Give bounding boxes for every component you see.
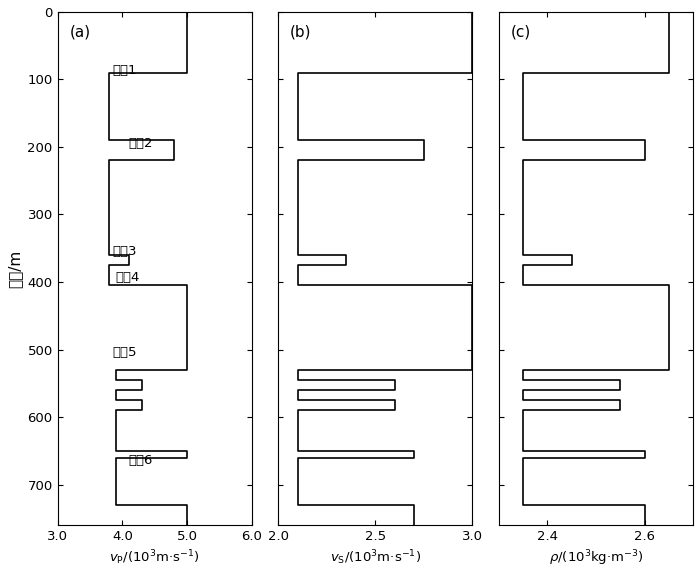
Text: (a): (a) [69,25,90,40]
X-axis label: $\rho$/(10$^{3}$kg·m$^{-3}$): $\rho$/(10$^{3}$kg·m$^{-3}$) [549,549,643,568]
X-axis label: $v_{\mathrm{S}}$/(10$^{3}$m·s$^{-1}$): $v_{\mathrm{S}}$/(10$^{3}$m·s$^{-1}$) [330,549,421,567]
Text: (b): (b) [290,25,312,40]
Text: 界面5: 界面5 [113,346,137,359]
Text: 界面1: 界面1 [113,64,137,77]
Text: (c): (c) [510,25,531,40]
Text: 界面6: 界面6 [129,454,153,467]
Text: 界面2: 界面2 [129,137,153,150]
Y-axis label: 深度/m: 深度/m [7,250,22,288]
X-axis label: $v_{\mathrm{P}}$/(10$^{3}$m·s$^{-1}$): $v_{\mathrm{P}}$/(10$^{3}$m·s$^{-1}$) [109,549,200,567]
Text: 界面4: 界面4 [116,271,140,284]
Text: 界面3: 界面3 [113,245,137,258]
